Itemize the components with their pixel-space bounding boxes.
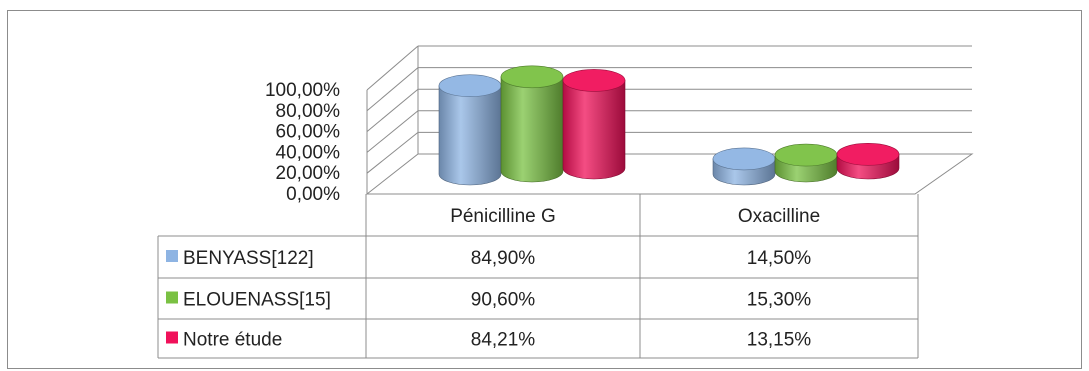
bar-body [562,80,626,180]
legend-swatch [166,291,178,304]
gridline-left [366,67,419,112]
y-tick-label: 0,00% [286,184,340,205]
bar-1-0 [712,147,776,186]
gridline-left [366,132,419,174]
data-label: 14,50% [747,248,812,269]
bar-1-2 [836,143,900,180]
bar-body [438,85,502,186]
bar-top [836,143,900,166]
category-label: Pénicilline G [450,206,556,227]
chart-floor [365,153,974,195]
legend-label: Notre étude [183,330,282,351]
bar-0-2 [562,69,626,180]
bar-top [712,147,776,171]
data-label: 84,21% [471,330,536,351]
legend-label: ELOUENASS[15] [183,290,331,311]
y-tick-label: 40,00% [276,142,341,163]
y-tick-label: 80,00% [276,101,341,122]
bar-body [500,76,564,183]
bar-0-0 [438,74,502,186]
data-label: 84,90% [471,248,536,269]
data-label: 90,60% [471,290,536,311]
legend-swatch [166,331,178,344]
bar-top [562,69,626,92]
legend-label: BENYASS[122] [183,248,314,269]
y-axis-ticks: 0,00%20,00%40,00%60,00%80,00%100,00% [265,80,340,205]
bar-top [500,65,564,89]
chart-bars [438,65,900,186]
data-label: 15,30% [747,290,812,311]
bar-top [438,74,502,98]
legend-swatch [166,250,178,262]
category-label: Oxacilline [738,206,820,227]
gridline-left [366,110,419,153]
bar-top [774,143,838,167]
data-table: Pénicilline G Oxacilline BENYASS[122] 84,90… [157,194,919,359]
bar-0-1 [500,65,564,183]
gridline-left [366,88,419,132]
bar-1-1 [774,143,838,183]
y-tick-label: 60,00% [276,122,341,143]
y-tick-label: 100,00% [265,80,340,101]
y-tick-label: 20,00% [276,163,341,184]
data-label: 13,15% [747,330,812,351]
gridline-left [366,45,419,91]
